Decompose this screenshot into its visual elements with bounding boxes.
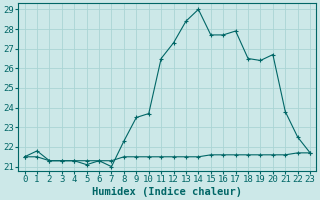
- X-axis label: Humidex (Indice chaleur): Humidex (Indice chaleur): [92, 186, 242, 197]
